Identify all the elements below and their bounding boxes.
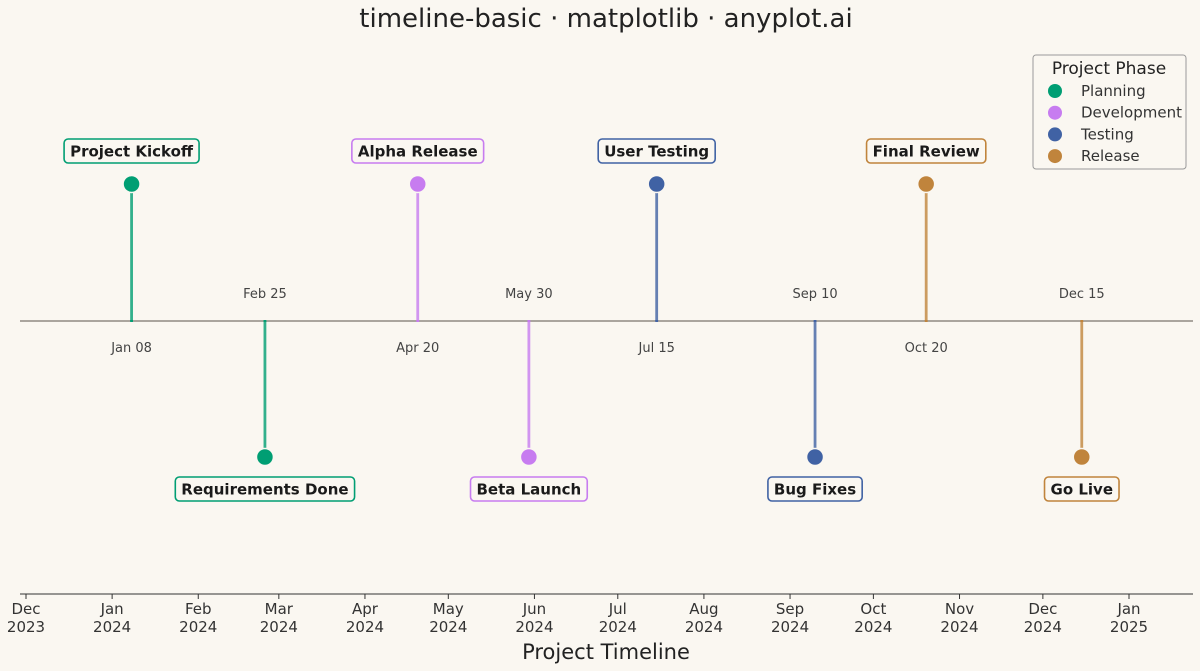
event-marker bbox=[519, 447, 539, 467]
x-tick-label: Nov 2024 bbox=[940, 600, 978, 636]
x-tick-label: Jan 2025 bbox=[1110, 600, 1148, 636]
event-label: Final Review bbox=[873, 143, 980, 161]
x-tick-label: Apr 2024 bbox=[346, 600, 384, 636]
event-marker bbox=[916, 174, 936, 194]
legend-entry: Planning bbox=[1048, 82, 1146, 100]
timeline-event: Sep 10 Bug Fixes bbox=[767, 287, 863, 502]
legend-marker bbox=[1048, 127, 1062, 142]
event-label-box bbox=[1043, 476, 1120, 502]
event-label-box bbox=[597, 138, 716, 164]
chart-title: timeline-basic · matplotlib · anyplot.ai bbox=[359, 4, 852, 34]
x-tick-label: Sep 2024 bbox=[771, 600, 809, 636]
event-date-label: Jul 15 bbox=[638, 341, 675, 356]
x-tick-label: Dec 2023 bbox=[7, 600, 45, 636]
event-label: User Testing bbox=[604, 143, 709, 161]
event-label-box bbox=[351, 138, 485, 164]
timeline-event: Dec 15 Go Live bbox=[1043, 287, 1120, 502]
event-date-label: Feb 25 bbox=[243, 287, 287, 302]
x-tick-label: Feb 2024 bbox=[179, 600, 217, 636]
event-date-label: Oct 20 bbox=[905, 341, 948, 356]
event-label-box bbox=[469, 476, 589, 502]
event-date-label: Sep 10 bbox=[792, 287, 837, 302]
event-label: Bug Fixes bbox=[774, 481, 856, 499]
event-date-label: Jan 08 bbox=[110, 341, 152, 356]
event-label: Alpha Release bbox=[358, 143, 478, 161]
timeline-event: May 30 Beta Launch bbox=[469, 287, 589, 502]
events-layer: Jan 08 Project Kickoff Feb 25 Requirements … bbox=[63, 138, 1120, 502]
legend-label: Release bbox=[1081, 147, 1140, 165]
event-date-label: Apr 20 bbox=[396, 341, 439, 356]
event-label-box bbox=[174, 476, 356, 502]
x-tick-label: Jul 2024 bbox=[599, 600, 637, 636]
event-marker bbox=[1072, 447, 1092, 467]
x-tick-label: Jun 2024 bbox=[515, 600, 553, 636]
event-marker bbox=[122, 174, 141, 194]
legend-label: Development bbox=[1081, 104, 1182, 122]
event-label-box bbox=[767, 476, 863, 502]
legend-entry: Development bbox=[1048, 104, 1182, 122]
event-label-box bbox=[865, 138, 987, 164]
event-label: Beta Launch bbox=[477, 481, 582, 499]
event-label: Requirements Done bbox=[181, 481, 348, 499]
event-label: Go Live bbox=[1051, 481, 1114, 499]
legend: Project Phase Planning Development Testing… bbox=[1032, 54, 1187, 170]
event-label: Project Kickoff bbox=[70, 143, 194, 161]
x-tick-label: Aug 2024 bbox=[685, 600, 723, 636]
legend-box bbox=[1032, 54, 1187, 170]
legend-entry: Release bbox=[1048, 147, 1140, 165]
timeline-event: Jul 15 User Testing bbox=[597, 138, 716, 356]
timeline-event: Oct 20 Final Review bbox=[865, 138, 987, 356]
event-label-box bbox=[63, 138, 200, 164]
x-tick-label: Oct 2024 bbox=[854, 600, 892, 636]
event-date-label: May 30 bbox=[505, 287, 553, 302]
timeline-event: Jan 08 Project Kickoff bbox=[63, 138, 200, 356]
legend-label: Planning bbox=[1081, 82, 1146, 100]
legend-entry: Testing bbox=[1048, 125, 1134, 143]
legend-title: Project Phase bbox=[1052, 59, 1166, 79]
timeline-event: Apr 20 Alpha Release bbox=[351, 138, 485, 356]
x-axis-label: Project Timeline bbox=[522, 640, 690, 664]
legend-label: Testing bbox=[1080, 125, 1134, 143]
event-date-label: Dec 15 bbox=[1059, 287, 1105, 302]
x-tick-label: Mar 2024 bbox=[260, 600, 298, 636]
timeline-event: Feb 25 Requirements Done bbox=[174, 287, 356, 502]
x-tick-label: May 2024 bbox=[429, 600, 467, 636]
event-marker bbox=[805, 447, 825, 467]
event-marker bbox=[647, 174, 666, 194]
x-tick-label: Dec 2024 bbox=[1024, 600, 1062, 636]
event-marker bbox=[255, 447, 275, 467]
event-marker bbox=[408, 174, 427, 194]
x-axis: Dec 2023 Jan 2024 Feb 2024 Mar 2024 Apr 2024 May 20… bbox=[7, 593, 1193, 636]
legend-marker bbox=[1048, 105, 1062, 120]
legend-marker bbox=[1048, 84, 1062, 98]
x-tick-label: Jan 2024 bbox=[93, 600, 131, 636]
legend-marker bbox=[1048, 149, 1062, 164]
